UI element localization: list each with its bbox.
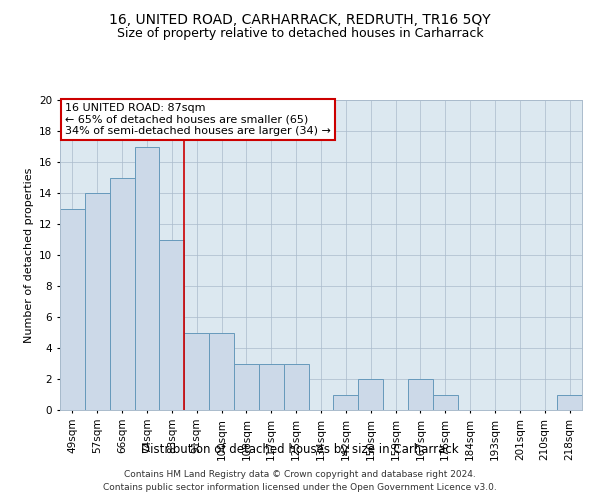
- Text: 16 UNITED ROAD: 87sqm
← 65% of detached houses are smaller (65)
34% of semi-deta: 16 UNITED ROAD: 87sqm ← 65% of detached …: [65, 103, 331, 136]
- Text: Contains public sector information licensed under the Open Government Licence v3: Contains public sector information licen…: [103, 482, 497, 492]
- Bar: [110, 178, 134, 410]
- Bar: [284, 364, 308, 410]
- Text: Contains HM Land Registry data © Crown copyright and database right 2024.: Contains HM Land Registry data © Crown c…: [124, 470, 476, 479]
- Bar: [557, 394, 582, 410]
- Bar: [408, 379, 433, 410]
- Bar: [160, 240, 184, 410]
- Bar: [358, 379, 383, 410]
- Bar: [433, 394, 458, 410]
- Bar: [259, 364, 284, 410]
- Bar: [60, 208, 85, 410]
- Text: Size of property relative to detached houses in Carharrack: Size of property relative to detached ho…: [116, 28, 484, 40]
- Text: 16, UNITED ROAD, CARHARRACK, REDRUTH, TR16 5QY: 16, UNITED ROAD, CARHARRACK, REDRUTH, TR…: [109, 12, 491, 26]
- Text: Distribution of detached houses by size in Carharrack: Distribution of detached houses by size …: [141, 442, 459, 456]
- Y-axis label: Number of detached properties: Number of detached properties: [23, 168, 34, 342]
- Bar: [334, 394, 358, 410]
- Bar: [134, 146, 160, 410]
- Bar: [184, 332, 209, 410]
- Bar: [209, 332, 234, 410]
- Bar: [85, 193, 110, 410]
- Bar: [234, 364, 259, 410]
